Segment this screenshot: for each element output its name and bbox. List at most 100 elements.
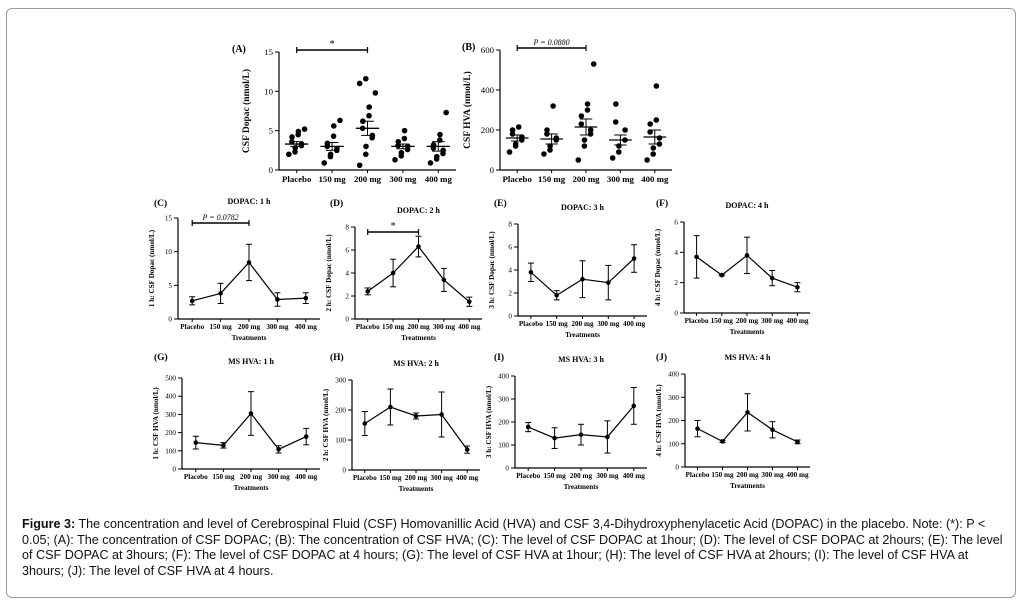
x-tick-label: 150 mg [711,317,734,325]
y-tick-label: 4 [345,270,349,278]
x-tick-label: 300 mg [596,472,619,480]
data-point [584,101,591,107]
x-tick-label: 300 mg [268,473,291,481]
data-point [437,131,443,138]
x-tick-label: Placebo [685,317,709,325]
y-tick-label: 0 [345,316,349,324]
x-tick-label: 200 mg [354,174,382,184]
panel-label-a: (A) [232,44,246,55]
panel-label-i: (I) [494,352,504,363]
data-point [330,133,337,139]
data-point [528,270,534,275]
panel-label-j: (J) [656,352,667,363]
data-point [650,151,657,157]
x-tick-label: 200 mg [570,472,593,480]
data-point [744,253,750,258]
data-point [605,434,610,440]
x-axis-label: Treatments [730,482,765,490]
y-tick-label: 200 [335,407,346,415]
x-tick-label: Placebo [519,320,543,328]
significance-label: P = 0.0880 [533,38,570,47]
chart-title: MS HVA: 1 h [228,357,274,366]
x-tick-label: Placebo [503,174,533,184]
y-tick-label: 100 [335,437,346,445]
data-point [541,151,547,157]
y-tick-label: 2 [345,293,349,301]
y-tick-label: 400 [165,393,176,401]
data-point [587,127,594,133]
x-tick-label: 150 mg [546,320,569,328]
x-tick-label: 400 mg [295,323,318,331]
data-point [440,147,446,154]
y-axis-label: CSF HVA (nmol/L) [462,71,473,149]
data-point [613,101,619,107]
x-tick-label: 400 mg [295,473,318,481]
data-point [356,162,363,169]
x-tick-label: 300 mg [607,174,635,184]
y-tick-label: 5 [168,282,172,290]
panel-label-g: (G) [154,352,168,363]
chart-title: DOPAC: 2 h [397,206,441,215]
y-tick-label: 0 [168,316,172,324]
x-axis-label: Treatments [730,328,765,336]
y-tick-label: 15 [264,47,273,57]
data-point [363,151,369,158]
data-point [365,289,371,294]
x-tick-label: 150 mg [382,323,405,331]
data-point [416,244,421,249]
data-point [653,117,660,123]
x-tick-label: 300 mg [761,317,784,325]
y-tick-label: 4 [508,267,512,275]
y-tick-label: 6 [345,247,349,255]
chart-title: MS HVA: 4 h [725,353,771,362]
significance-label: * [391,221,396,232]
data-point [553,135,560,141]
x-tick-label: 200 mg [240,473,263,481]
data-point [218,291,223,296]
data-point [401,127,408,134]
y-tick-label: 500 [165,375,176,383]
y-tick-label: 0 [508,313,512,321]
data-point [606,280,611,285]
data-point [337,117,343,124]
y-tick-label: 10 [264,86,273,96]
x-tick-label: 200 mg [571,320,594,328]
data-point [644,157,650,163]
data-point [578,432,584,437]
y-tick-label: 300 [668,394,679,402]
x-tick-label: Placebo [356,323,380,331]
panel-label-b: (B) [462,42,475,53]
data-point [612,119,619,125]
data-point [363,75,369,82]
data-point [554,293,559,298]
data-point [770,427,775,433]
data-point [581,137,588,143]
x-tick-label: 150 mg [319,174,347,184]
x-tick-label: 150 mg [538,174,566,184]
data-point [398,149,405,156]
data-point [392,156,398,163]
y-tick-label: 0 [490,165,495,175]
x-tick-label: Placebo [516,472,540,480]
x-tick-label: 200 mg [736,317,759,325]
x-axis-label: Treatments [565,331,600,339]
chart-title: DOPAC: 1 h [228,197,272,206]
significance-label: * [330,39,335,50]
data-point [509,127,516,133]
x-tick-label: 200 mg [238,323,261,331]
data-point [427,160,434,166]
y-tick-label: 15 [165,215,173,223]
y-axis-label: 1 h: CSF Dopac (nmol/L) [148,229,156,307]
y-axis-label: 2 h: CSF HVA (nmol/L) [322,388,330,461]
data-point [324,140,331,147]
y-tick-label: 400 [481,85,495,95]
data-point [590,61,597,67]
x-tick-label: 150 mg [544,472,567,480]
y-tick-label: 8 [345,224,349,232]
data-point [303,295,309,301]
x-axis-label: Treatments [564,483,599,491]
y-tick-label: 300 [335,377,346,385]
chart-title: DOPAC: 4 h [726,201,770,210]
data-point [631,403,637,409]
